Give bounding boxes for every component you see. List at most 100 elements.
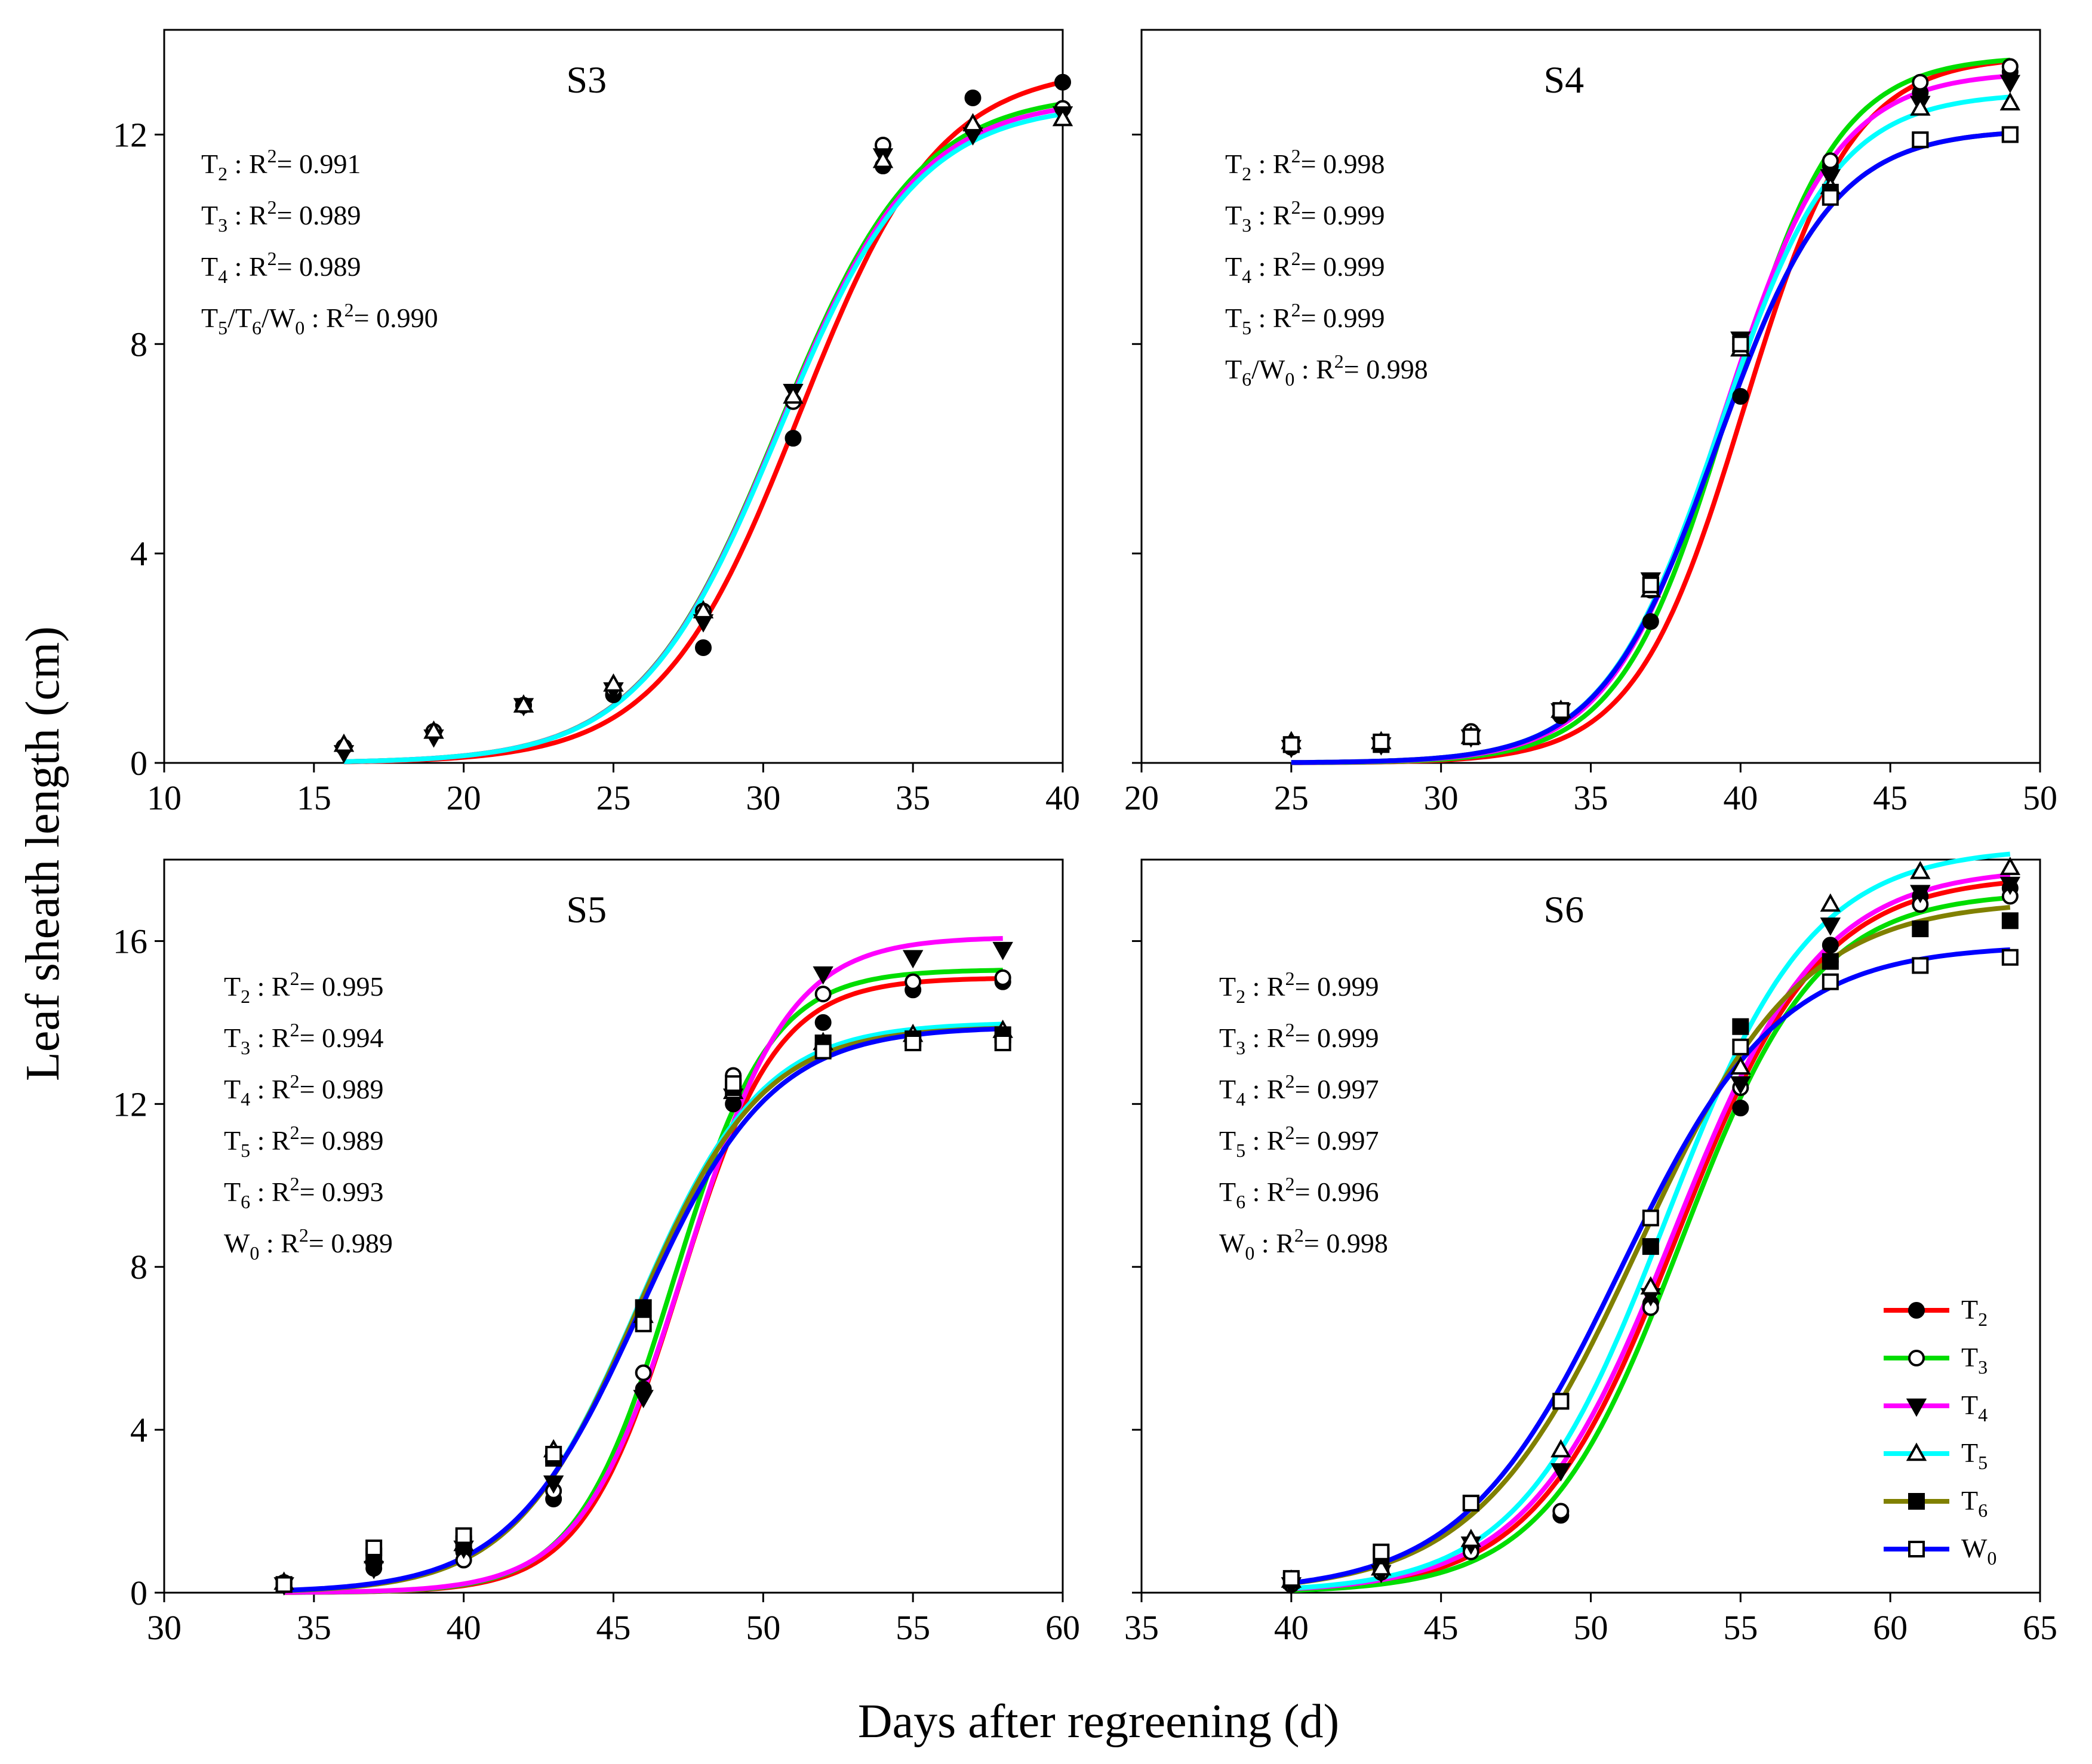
r2-annotation: T3 : R2= 0.989 xyxy=(201,196,361,236)
data-point-t3 xyxy=(2001,58,2019,75)
data-point-w0 xyxy=(1462,1494,1479,1511)
data-point-t2 xyxy=(964,90,982,107)
data-point-w0 xyxy=(994,1035,1011,1051)
fit-curve-t4 xyxy=(1291,872,2011,1591)
data-point-t5 xyxy=(1999,857,2021,875)
data-point-t2 xyxy=(695,639,712,657)
fit-curve-t2 xyxy=(1291,59,2011,765)
data-point-t2 xyxy=(1642,613,1659,630)
x-tick-label: 40 xyxy=(1723,778,1758,817)
data-point-t3 xyxy=(1912,73,1929,91)
data-point-w0 xyxy=(2001,126,2019,143)
data-point-t4 xyxy=(813,966,833,985)
legend-label-t3: T3 xyxy=(1961,1342,1988,1378)
r2-annotation: T6/W0 : R2= 0.998 xyxy=(1225,350,1428,390)
r2-annotation: T3 : R2= 0.999 xyxy=(1219,1019,1379,1058)
data-point-w0 xyxy=(1642,576,1659,593)
fit-curve-t2 xyxy=(284,976,1003,1595)
x-tick-label: 30 xyxy=(147,1608,181,1647)
r2-annotation: T5 : R2= 0.997 xyxy=(1219,1122,1379,1161)
fit-curve-t6 xyxy=(1291,131,2011,765)
r2-annotation: T5 : R2= 0.989 xyxy=(224,1122,384,1161)
data-point-t4 xyxy=(1910,885,1931,904)
data-point-t5 xyxy=(962,113,983,132)
x-tick-label: 40 xyxy=(1045,778,1080,817)
data-point-t2 xyxy=(1732,388,1749,405)
x-tick-label: 20 xyxy=(1124,778,1159,817)
data-point-t5 xyxy=(1910,97,1931,116)
x-tick-label: 60 xyxy=(1045,1608,1080,1647)
data-point-t5 xyxy=(1820,893,1841,912)
fit-curve-t3 xyxy=(284,968,1003,1595)
data-point-w0 xyxy=(1373,1543,1390,1560)
data-point-t3 xyxy=(994,969,1011,986)
x-tick-label: 30 xyxy=(746,778,780,817)
legend-label-w0: W0 xyxy=(1961,1533,1996,1569)
data-point-t5 xyxy=(783,385,804,404)
fit-curve-t5 xyxy=(1291,94,2011,765)
panel-s3: 10 15 20 25 30 35 40 0 4 8 12 S3 T2 : R2= 0.991 T3 : … xyxy=(113,29,1080,817)
legend-marker-t5 xyxy=(1906,1442,1927,1461)
data-point-t5 xyxy=(513,694,534,713)
r2-annotation: T2 : R2= 0.991 xyxy=(201,145,361,184)
data-point-t4 xyxy=(992,941,1013,960)
x-tick-label: 55 xyxy=(1723,1608,1758,1647)
plot-frame xyxy=(1140,29,2041,764)
legend-marker-w0 xyxy=(1908,1541,1925,1557)
r2-annotation: W0 : R2= 0.989 xyxy=(224,1224,393,1264)
fit-curve-w0 xyxy=(1291,131,2011,765)
data-point-w0 xyxy=(1912,131,1929,149)
data-point-w0 xyxy=(1912,957,1929,974)
fit-curve-t3 xyxy=(343,101,1063,764)
data-point-t3 xyxy=(905,973,922,990)
r2-annotation: T2 : R2= 0.995 xyxy=(224,968,384,1007)
panel-title: S4 xyxy=(1544,59,1585,101)
data-point-t5 xyxy=(1460,1528,1482,1547)
legend-label-t6: T6 xyxy=(1961,1485,1988,1521)
fit-curve-t5 xyxy=(343,112,1063,764)
data-point-w0 xyxy=(1552,1393,1570,1410)
x-tick-label: 50 xyxy=(746,1608,780,1647)
data-point-t2 xyxy=(1054,73,1071,91)
x-tick-label: 45 xyxy=(1873,778,1908,817)
data-point-t5 xyxy=(693,600,714,618)
y-tick-label: 8 xyxy=(130,1248,147,1286)
y-tick-label: 16 xyxy=(113,922,147,960)
x-tick-label: 20 xyxy=(447,778,481,817)
data-point-t6 xyxy=(1642,1238,1659,1255)
data-point-t5 xyxy=(872,149,894,168)
fit-curve-t5 xyxy=(1291,851,2011,1591)
legend-marker-t2 xyxy=(1908,1302,1925,1319)
x-tick-label: 40 xyxy=(447,1608,481,1647)
x-tick-label: 25 xyxy=(1274,778,1309,817)
plot-frame xyxy=(1140,858,2041,1594)
r2-annotation: T2 : R2= 0.999 xyxy=(1219,968,1379,1007)
fit-curve-t3 xyxy=(1291,895,2011,1593)
r2-annotation: T4 : R2= 0.999 xyxy=(1225,248,1385,287)
data-point-w0 xyxy=(1282,1570,1300,1587)
data-point-w0 xyxy=(455,1527,472,1544)
x-tick-label: 10 xyxy=(147,778,181,817)
data-point-t4 xyxy=(1820,917,1841,936)
x-tick-label: 55 xyxy=(896,1608,930,1647)
y-tick-label: 8 xyxy=(130,325,147,364)
r2-annotation: T4 : R2= 0.989 xyxy=(201,248,361,287)
x-tick-label: 60 xyxy=(1873,1608,1908,1647)
data-point-t4 xyxy=(543,1475,564,1494)
data-point-t3 xyxy=(635,1364,652,1381)
data-point-t2 xyxy=(1732,1100,1749,1117)
legend: T2 T3 T4 T5 T6 W0 xyxy=(1884,1294,1996,1569)
x-tick-label: 30 xyxy=(1424,778,1459,817)
data-point-w0 xyxy=(905,1035,922,1051)
legend-marker-t3 xyxy=(1908,1350,1925,1366)
data-point-t4 xyxy=(1999,876,2021,895)
y-tick-label: 12 xyxy=(113,1085,147,1123)
data-point-t5 xyxy=(1371,1557,1392,1576)
data-point-t6 xyxy=(1822,953,1839,970)
data-point-t6 xyxy=(1912,920,1929,937)
panel-title: S5 xyxy=(567,888,607,931)
data-point-w0 xyxy=(545,1446,562,1463)
x-tick-label: 35 xyxy=(896,778,930,817)
